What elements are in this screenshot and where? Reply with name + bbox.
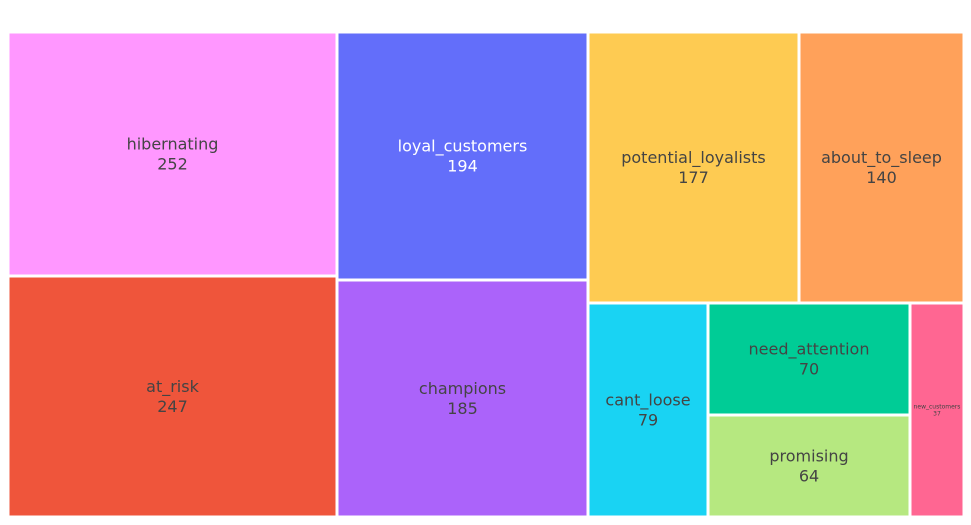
tile-rect[interactable] — [6, 274, 339, 519]
tile-value: 140 — [866, 168, 897, 187]
tile-value: 177 — [678, 168, 709, 187]
tile-label: at_risk — [146, 377, 199, 397]
tile-label: loyal_customers — [398, 137, 528, 157]
tile-value: 252 — [157, 155, 188, 174]
tile-label: promising — [769, 447, 848, 466]
tile-rect[interactable] — [706, 301, 912, 417]
tile-label: new_customers — [914, 404, 961, 411]
tile-value: 247 — [157, 397, 188, 416]
tile-rect[interactable] — [335, 30, 590, 282]
tile-rect[interactable] — [6, 30, 339, 278]
tile-rect[interactable] — [908, 301, 966, 519]
tile-rect[interactable] — [706, 413, 912, 519]
tile-rect[interactable] — [335, 278, 590, 519]
tile-value: 37 — [933, 411, 941, 418]
tile-value: 185 — [447, 399, 478, 418]
tile-value: 70 — [799, 360, 819, 379]
treemap-tiles: hibernating252at_risk247loyal_customers1… — [6, 30, 966, 519]
tile-value: 64 — [799, 467, 819, 486]
tile-rect[interactable] — [797, 30, 966, 305]
tile-label: potential_loyalists — [621, 148, 766, 168]
tile-value: 194 — [447, 157, 478, 176]
tile-label: champions — [419, 379, 506, 398]
tile-label: need_attention — [749, 340, 870, 360]
tile-label: cant_loose — [605, 391, 690, 411]
tile-rect[interactable] — [586, 301, 710, 519]
tile-label: hibernating — [127, 135, 219, 154]
tile-value: 79 — [638, 411, 658, 430]
tile-label: about_to_sleep — [821, 148, 942, 168]
tile-rect[interactable] — [586, 30, 801, 305]
